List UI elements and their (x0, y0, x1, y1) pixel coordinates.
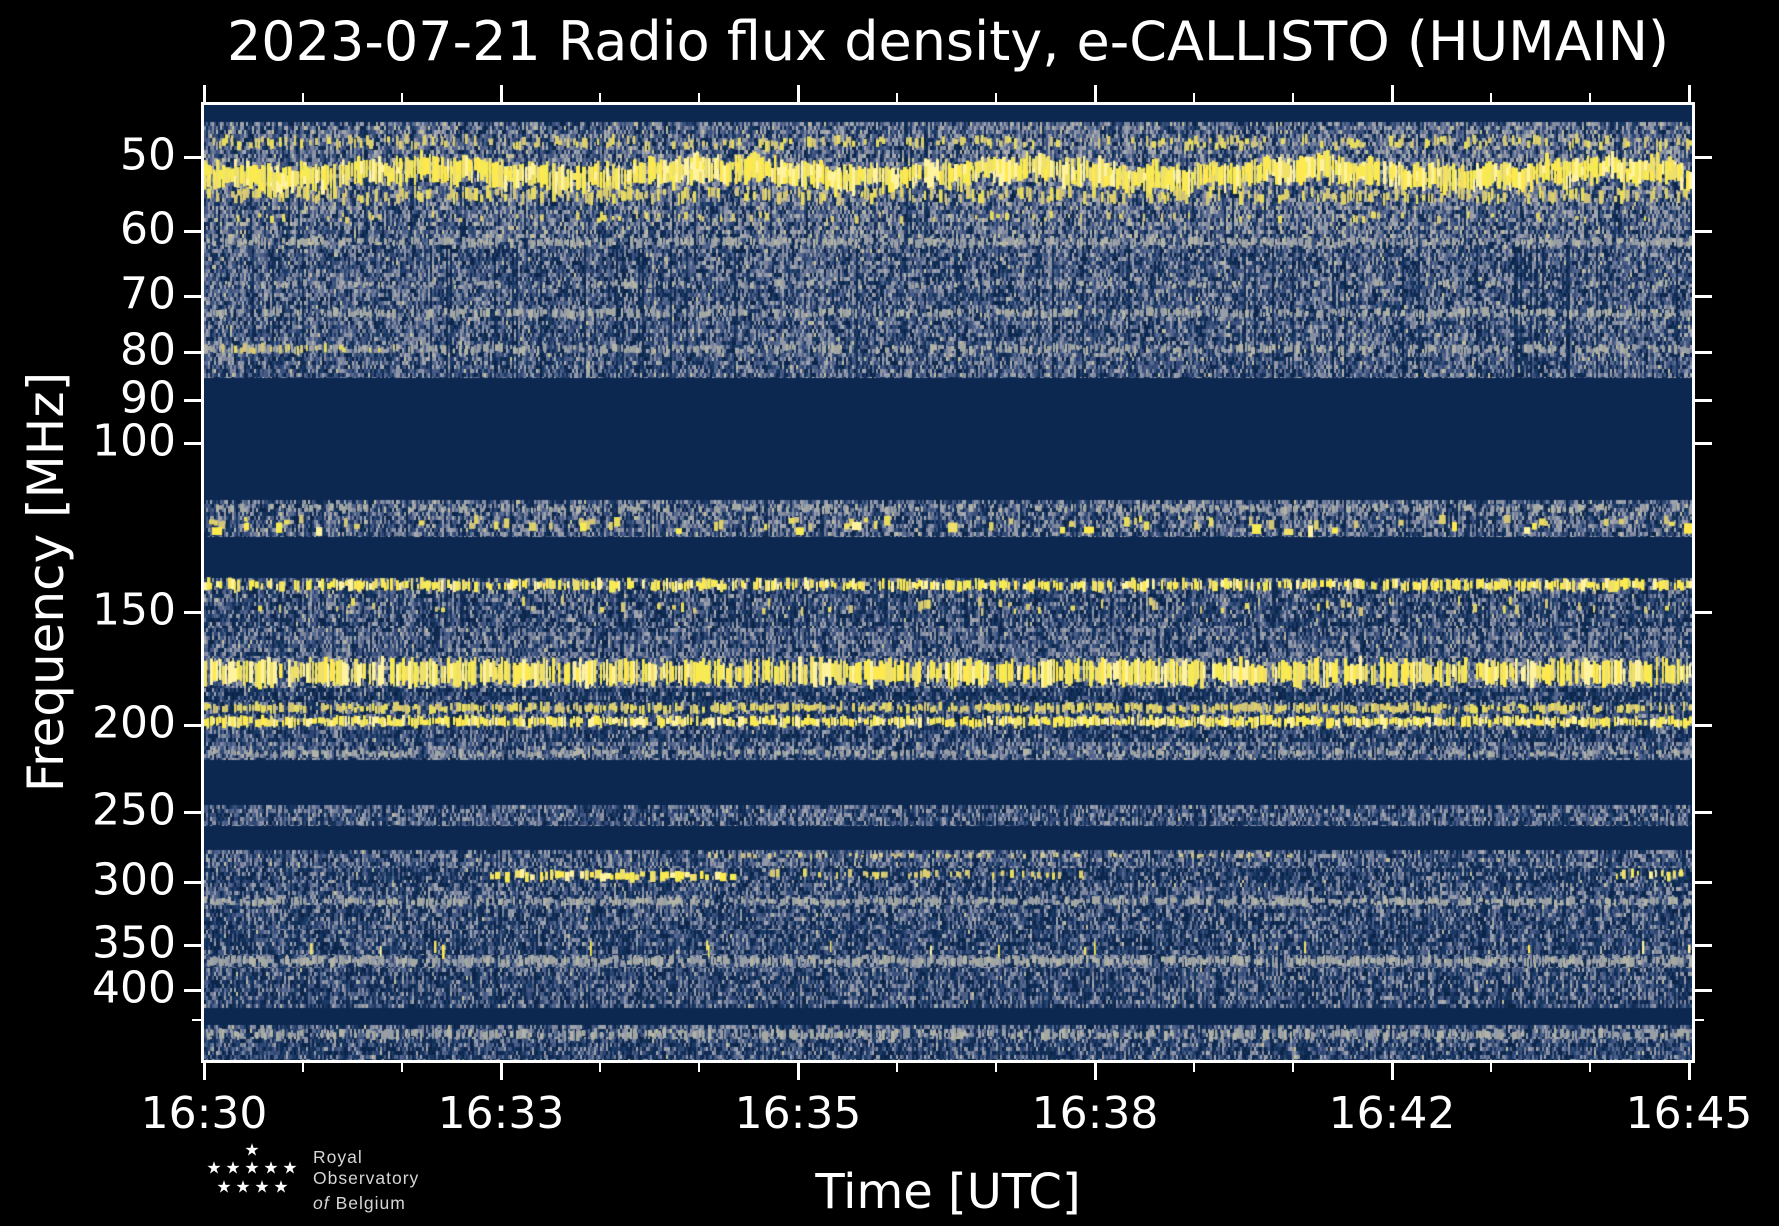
x-tick-major-top (499, 85, 503, 102)
rob-logo-text: Royal Observatory of Belgium (313, 1147, 419, 1214)
y-tick-major-right (1695, 350, 1712, 354)
y-tick-major-left (184, 610, 201, 614)
x-tick-major-bottom (796, 1063, 800, 1080)
x-tick-major-bottom (1093, 1063, 1097, 1080)
x-tick-label: 16:35 (734, 1088, 862, 1139)
y-tick-label: 350 (92, 917, 176, 969)
x-tick-minor-top (1292, 93, 1294, 102)
x-tick-minor-top (302, 93, 304, 102)
star-icon: ★ (282, 1158, 298, 1179)
rob-logo-line2-belgium: Belgium (335, 1193, 406, 1213)
x-tick-minor-top (1193, 93, 1195, 102)
y-tick-label: 80 (120, 324, 176, 376)
spectrogram-canvas (204, 105, 1692, 1060)
x-tick-major-bottom (499, 1063, 503, 1080)
x-tick-minor-bottom (1193, 1063, 1195, 1072)
y-tick-label: 400 (92, 962, 176, 1014)
y-tick-major-right (1695, 441, 1712, 445)
x-tick-label: 16:33 (437, 1088, 565, 1139)
y-tick-major-left (184, 723, 201, 727)
x-tick-minor-bottom (599, 1063, 601, 1072)
star-icon: ★ (244, 1140, 260, 1161)
y-tick-major-right (1695, 610, 1712, 614)
y-tick-major-left (184, 294, 201, 298)
star-icon: ★ (263, 1158, 279, 1179)
y-tick-major-right (1695, 943, 1712, 947)
y-tick-major-right (1695, 810, 1712, 814)
x-tick-minor-top (698, 93, 700, 102)
x-tick-major-top (1093, 85, 1097, 102)
x-tick-minor-top (401, 93, 403, 102)
y-tick-label: 200 (92, 697, 176, 749)
x-tick-minor-top (599, 93, 601, 102)
y-tick-major-right (1695, 723, 1712, 727)
star-icon: ★ (254, 1177, 270, 1198)
y-tick-minor-right (1695, 1019, 1704, 1021)
x-tick-major-top (1687, 85, 1691, 102)
y-tick-major-left (184, 810, 201, 814)
y-tick-major-right (1695, 880, 1712, 884)
star-icon: ★ (206, 1158, 222, 1179)
x-tick-major-top (1390, 85, 1394, 102)
y-tick-major-right (1695, 155, 1712, 159)
x-tick-minor-top (1490, 93, 1492, 102)
y-tick-label: 300 (92, 854, 176, 906)
x-tick-major-top (202, 85, 206, 102)
y-tick-major-left (184, 229, 201, 233)
plot-area (201, 102, 1695, 1063)
star-icon: ★ (216, 1177, 232, 1198)
y-tick-label: 70 (120, 268, 176, 320)
x-tick-label: 16:30 (140, 1088, 268, 1139)
rob-logo-line1: Royal Observatory (313, 1147, 420, 1188)
x-tick-minor-bottom (995, 1063, 997, 1072)
y-tick-label: 50 (120, 129, 176, 181)
x-tick-minor-bottom (302, 1063, 304, 1072)
y-tick-major-left (184, 398, 201, 402)
y-tick-major-left (184, 441, 201, 445)
x-tick-major-bottom (202, 1063, 206, 1080)
star-icon: ★ (273, 1177, 289, 1198)
x-tick-label: 16:45 (1625, 1088, 1753, 1139)
star-icon: ★ (235, 1177, 251, 1198)
chart-title: 2023-07-21 Radio flux density, e-CALLIST… (226, 10, 1670, 73)
y-tick-label: 100 (92, 415, 176, 467)
x-tick-minor-top (1589, 93, 1591, 102)
y-tick-major-right (1695, 294, 1712, 298)
x-tick-minor-bottom (1589, 1063, 1591, 1072)
x-tick-minor-bottom (698, 1063, 700, 1072)
x-tick-minor-bottom (401, 1063, 403, 1072)
x-tick-minor-top (995, 93, 997, 102)
x-tick-minor-bottom (896, 1063, 898, 1072)
x-tick-minor-bottom (1292, 1063, 1294, 1072)
y-tick-major-left (184, 880, 201, 884)
y-tick-major-left (184, 988, 201, 992)
y-tick-minor-left (192, 1019, 201, 1021)
y-tick-major-right (1695, 229, 1712, 233)
x-axis-label: Time [UTC] (815, 1164, 1081, 1220)
y-tick-label: 90 (120, 372, 176, 424)
star-icon: ★ (225, 1158, 241, 1179)
y-tick-label: 150 (92, 584, 176, 636)
y-tick-major-right (1695, 398, 1712, 402)
y-tick-label: 60 (120, 203, 176, 255)
x-tick-label: 16:42 (1328, 1088, 1456, 1139)
y-tick-major-left (184, 943, 201, 947)
y-tick-label: 250 (92, 784, 176, 836)
x-tick-major-bottom (1390, 1063, 1394, 1080)
x-tick-major-top (796, 85, 800, 102)
x-tick-minor-top (896, 93, 898, 102)
x-tick-major-bottom (1687, 1063, 1691, 1080)
x-tick-minor-bottom (1490, 1063, 1492, 1072)
y-tick-major-left (184, 350, 201, 354)
x-tick-label: 16:38 (1031, 1088, 1159, 1139)
star-icon: ★ (244, 1158, 260, 1179)
rob-logo-line2-of: of (313, 1193, 330, 1213)
rob-logo-line2: of Belgium (313, 1193, 419, 1214)
y-tick-major-left (184, 155, 201, 159)
y-tick-major-right (1695, 988, 1712, 992)
